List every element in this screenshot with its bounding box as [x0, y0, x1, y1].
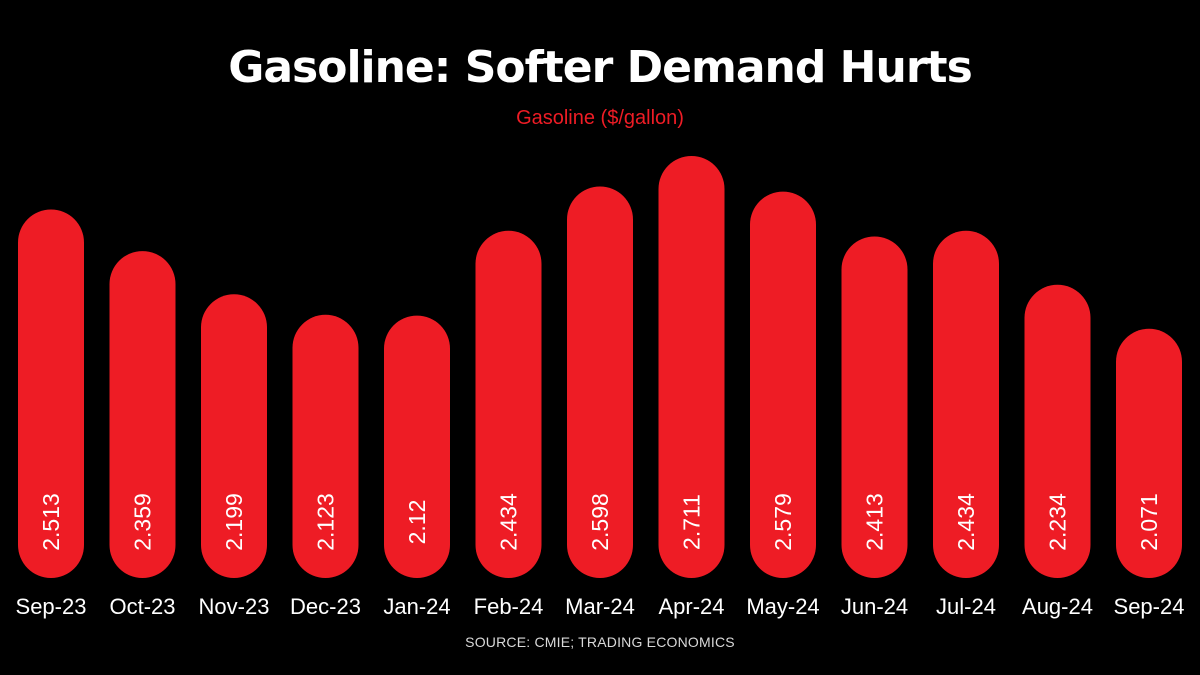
- bar-oct-23: [109, 251, 176, 578]
- x-tick-label: Mar-24: [565, 594, 635, 619]
- bar-jun-24: [841, 236, 908, 578]
- value-label: 2.434: [953, 493, 979, 551]
- bar-nov-23: [201, 294, 267, 578]
- x-tick-label: May-24: [746, 594, 819, 619]
- x-tick-label: Jun-24: [841, 594, 908, 619]
- x-tick-label: Jul-24: [936, 594, 996, 619]
- value-label: 2.199: [221, 493, 247, 551]
- value-label: 2.234: [1045, 493, 1071, 551]
- bar-aug-24: [1024, 284, 1091, 578]
- bar-feb-24: [475, 230, 542, 579]
- bar-apr-24: [658, 156, 725, 578]
- chart-title: Gasoline: Softer Demand Hurts: [228, 42, 973, 93]
- value-label: 2.359: [130, 493, 156, 551]
- bar-jan-24: [384, 315, 450, 578]
- x-tick-label: Sep-24: [1114, 594, 1185, 619]
- bar-dec-23: [292, 314, 359, 578]
- x-tick-label: Sep-23: [16, 594, 87, 619]
- value-label: 2.071: [1136, 493, 1162, 551]
- chart-subtitle: Gasoline ($/gallon): [516, 107, 684, 129]
- bar-mar-24: [567, 186, 633, 578]
- value-label: 2.413: [862, 493, 888, 551]
- x-tick-label: Feb-24: [474, 594, 544, 619]
- bar-may-24: [750, 191, 816, 578]
- value-label: 2.123: [313, 493, 339, 551]
- bar-sep-24: [1116, 328, 1182, 578]
- bar-jul-24: [933, 230, 999, 579]
- x-tick-label: Oct-23: [109, 594, 175, 619]
- value-label: 2.711: [679, 494, 705, 550]
- x-tick-label: Nov-23: [199, 594, 270, 619]
- value-label: 2.579: [770, 493, 796, 551]
- x-tick-label: Apr-24: [658, 594, 724, 619]
- value-label: 2.12: [404, 500, 430, 545]
- x-tick-label: Aug-24: [1022, 594, 1093, 619]
- source-note: SOURCE: CMIE; TRADING ECONOMICS: [465, 634, 735, 650]
- value-label: 2.598: [587, 493, 613, 551]
- x-tick-label: Jan-24: [383, 594, 450, 619]
- bar-sep-23: [18, 209, 84, 578]
- value-label: 2.434: [496, 493, 522, 551]
- value-label: 2.513: [38, 493, 64, 551]
- x-tick-label: Dec-23: [290, 594, 361, 619]
